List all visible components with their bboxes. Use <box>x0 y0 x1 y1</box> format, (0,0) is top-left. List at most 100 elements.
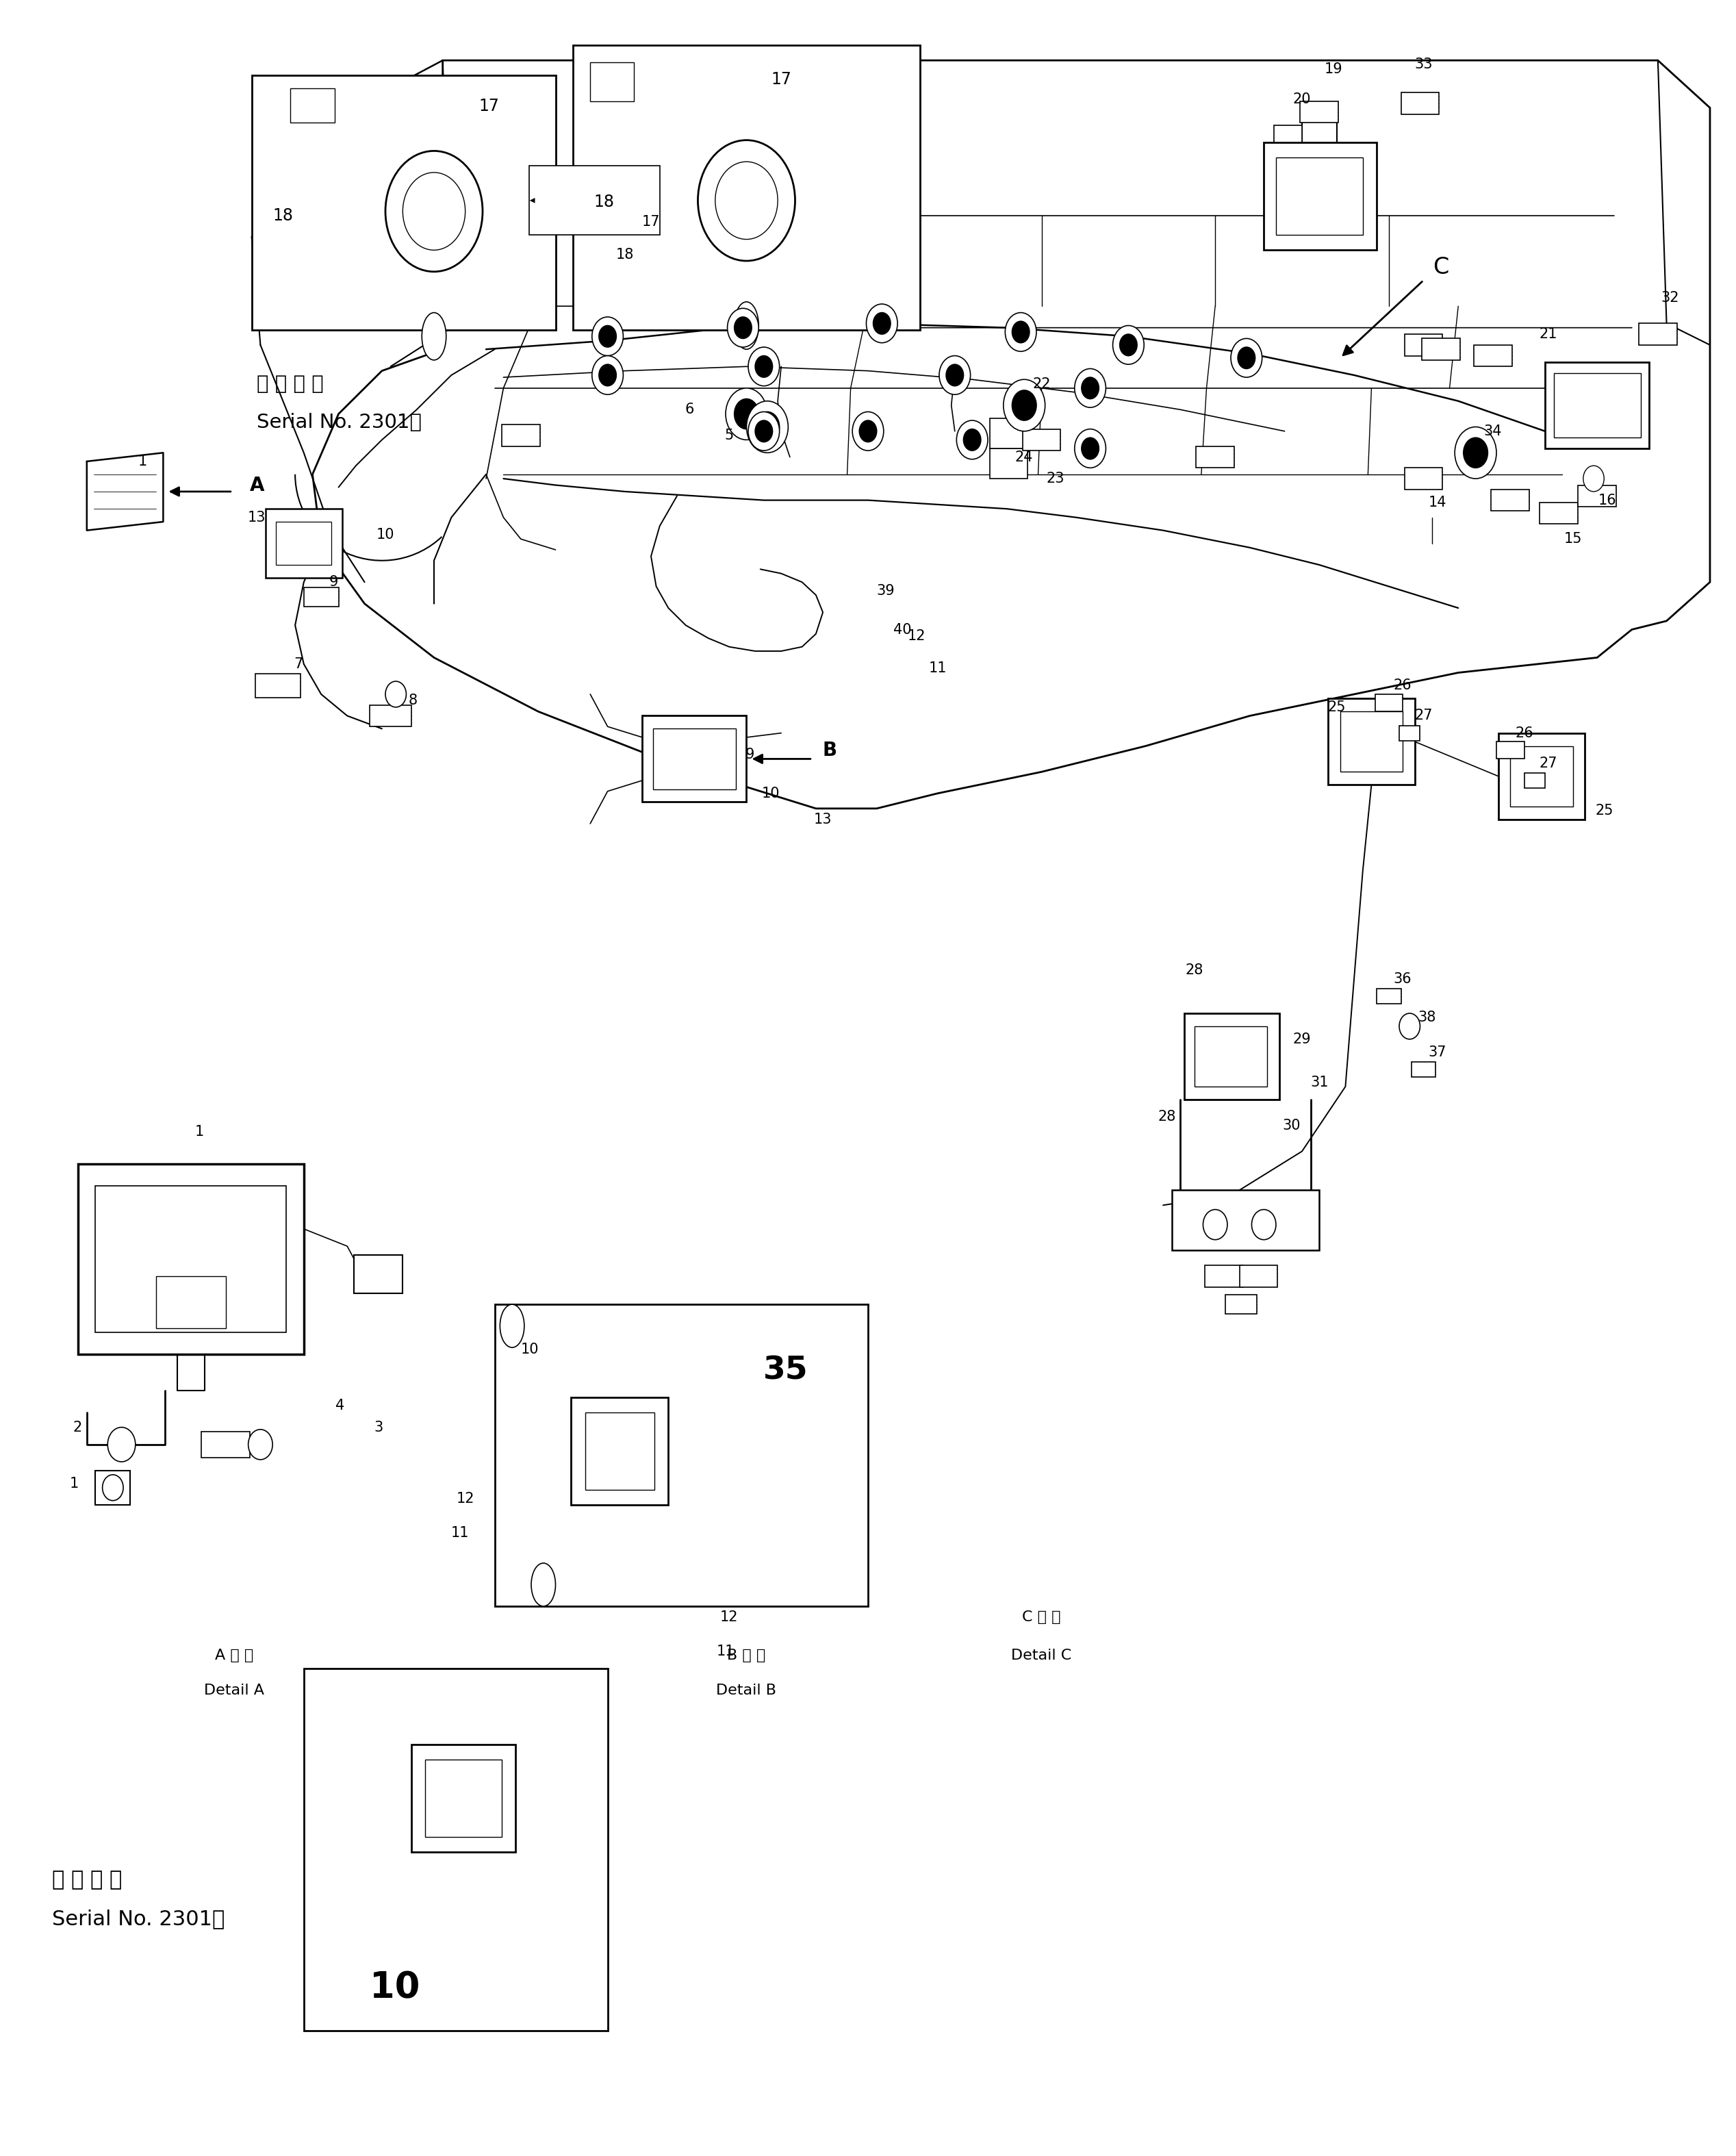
Text: 17: 17 <box>642 216 660 229</box>
Bar <box>653 729 736 789</box>
Text: 10: 10 <box>521 1343 538 1356</box>
Text: 11: 11 <box>929 662 946 675</box>
Text: 11: 11 <box>717 1645 734 1658</box>
Bar <box>266 509 342 578</box>
Bar <box>1554 373 1641 438</box>
Bar <box>1340 711 1403 772</box>
Circle shape <box>852 412 884 451</box>
Text: Detail B: Detail B <box>717 1684 776 1697</box>
Text: 21: 21 <box>1540 328 1557 341</box>
Text: 15: 15 <box>1564 533 1581 545</box>
Circle shape <box>1120 334 1137 356</box>
Bar <box>411 1744 516 1852</box>
Text: 35: 35 <box>764 1356 809 1386</box>
Bar <box>1639 323 1677 345</box>
Circle shape <box>1012 321 1029 343</box>
Bar <box>1264 142 1377 250</box>
Circle shape <box>1455 427 1496 479</box>
Circle shape <box>715 162 778 239</box>
Text: 4: 4 <box>335 1399 345 1412</box>
Bar <box>156 1276 226 1328</box>
Text: Serial No. 2301～: Serial No. 2301～ <box>257 414 422 431</box>
Circle shape <box>1463 438 1488 468</box>
Text: 18: 18 <box>594 194 615 209</box>
Bar <box>1404 468 1443 489</box>
Bar <box>425 1759 502 1837</box>
Circle shape <box>734 399 759 429</box>
Text: 33: 33 <box>1415 58 1432 71</box>
Text: A 詳 細: A 詳 細 <box>215 1649 253 1662</box>
Bar <box>304 586 339 608</box>
Bar <box>1545 362 1649 448</box>
Ellipse shape <box>531 1563 556 1606</box>
Bar <box>1205 1266 1243 1287</box>
Bar <box>1375 694 1403 711</box>
Text: 16: 16 <box>1599 494 1616 507</box>
Text: 39: 39 <box>877 584 894 597</box>
Bar <box>571 1397 668 1505</box>
Circle shape <box>1012 390 1036 420</box>
Bar <box>1524 772 1545 787</box>
Text: 27: 27 <box>1415 709 1432 722</box>
Bar <box>1240 1266 1278 1287</box>
Circle shape <box>592 317 623 356</box>
Bar <box>1274 125 1302 142</box>
Bar <box>1496 742 1524 759</box>
Bar <box>1194 1026 1267 1087</box>
Circle shape <box>859 420 877 442</box>
Text: 19: 19 <box>1325 63 1342 75</box>
Bar <box>1411 1061 1436 1076</box>
Circle shape <box>102 1475 123 1501</box>
Bar <box>585 1412 654 1490</box>
Text: Detail A: Detail A <box>205 1684 264 1697</box>
Circle shape <box>1082 438 1099 459</box>
Text: 28: 28 <box>1186 964 1203 977</box>
Text: 34: 34 <box>1484 425 1502 438</box>
Text: 1: 1 <box>69 1477 78 1490</box>
Bar <box>354 1255 403 1294</box>
Text: 22: 22 <box>1033 377 1050 390</box>
Bar <box>78 1164 304 1354</box>
Text: 10: 10 <box>762 787 779 800</box>
Circle shape <box>866 304 898 343</box>
Text: 10: 10 <box>377 528 394 541</box>
Bar <box>276 522 332 565</box>
Text: 13: 13 <box>814 813 832 826</box>
Text: A: A <box>250 476 264 494</box>
Text: 27: 27 <box>1540 757 1557 770</box>
Text: 5: 5 <box>724 429 734 442</box>
Bar <box>290 88 335 123</box>
Bar <box>1510 746 1573 806</box>
Circle shape <box>755 412 779 442</box>
Circle shape <box>1005 313 1036 351</box>
Text: 9: 9 <box>745 748 755 761</box>
Ellipse shape <box>734 302 759 349</box>
Circle shape <box>1113 326 1144 364</box>
Text: 30: 30 <box>1283 1119 1300 1132</box>
Bar <box>1578 485 1616 507</box>
Text: 7: 7 <box>293 658 304 671</box>
Circle shape <box>592 356 623 395</box>
Bar <box>1404 334 1443 356</box>
Text: B 詳 細: B 詳 細 <box>727 1649 766 1662</box>
Circle shape <box>248 1429 273 1460</box>
Text: Serial No. 2301～: Serial No. 2301～ <box>52 1908 224 1930</box>
Bar <box>590 63 634 101</box>
Circle shape <box>385 151 483 272</box>
Circle shape <box>108 1427 135 1462</box>
Circle shape <box>755 420 773 442</box>
Text: 31: 31 <box>1311 1076 1328 1089</box>
Circle shape <box>1082 377 1099 399</box>
Text: 9: 9 <box>328 576 339 589</box>
Text: 26: 26 <box>1516 727 1533 740</box>
Text: 26: 26 <box>1394 679 1411 692</box>
Bar <box>1491 489 1529 511</box>
Bar <box>95 1470 130 1505</box>
Text: C: C <box>1432 257 1450 278</box>
Bar <box>990 448 1028 479</box>
Text: 適 用 号 機: 適 用 号 機 <box>52 1869 122 1891</box>
Text: 17: 17 <box>771 71 792 88</box>
Circle shape <box>1203 1210 1227 1240</box>
Text: 10: 10 <box>370 1971 420 2005</box>
Text: 17: 17 <box>479 97 498 114</box>
